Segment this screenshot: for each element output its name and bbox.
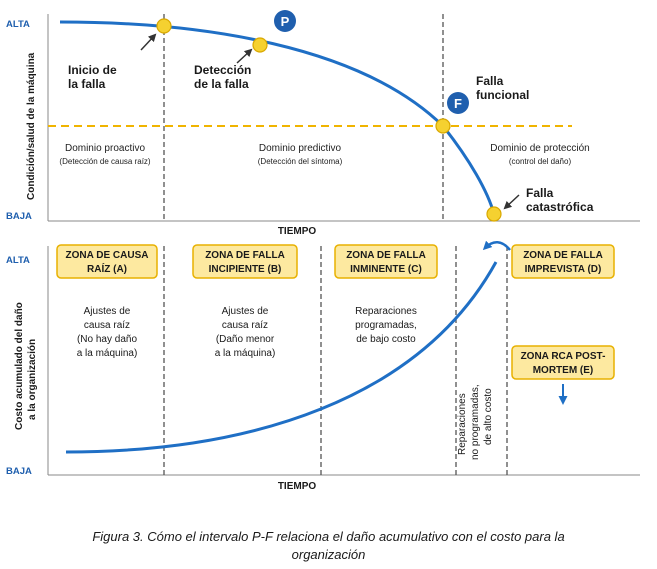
bottom-y-axis-title-2: a la organización bbox=[27, 339, 38, 420]
top-level-low: BAJA bbox=[6, 211, 32, 222]
marker-functional-failure bbox=[435, 118, 451, 134]
domain-proactive-title: Dominio proactivo bbox=[65, 143, 145, 154]
zone-a-label-1: ZONA DE CAUSA bbox=[66, 250, 149, 261]
bottom-panel: ALTA BAJA Costo acumulado del daño a la … bbox=[6, 240, 640, 492]
zone-a-desc-4: a la máquina) bbox=[77, 348, 138, 359]
arrow-detection bbox=[236, 48, 253, 64]
zone-d-label-1: ZONA DE FALLA bbox=[523, 250, 603, 261]
zone-a-description: Ajustes de causa raíz (No hay daño a la … bbox=[77, 306, 138, 359]
label-functional-failure-1: Falla bbox=[476, 74, 504, 88]
top-level-high: ALTA bbox=[6, 19, 30, 30]
caption-line-1: Figura 3. Cómo el intervalo P-F relacion… bbox=[92, 529, 565, 544]
bottom-level-high: ALTA bbox=[6, 255, 30, 266]
label-catastrophic-2: catastrófica bbox=[526, 200, 594, 214]
top-x-axis-title: TIEMPO bbox=[278, 226, 317, 237]
marker-catastrophic bbox=[486, 206, 502, 222]
cost-curve bbox=[65, 261, 498, 454]
zone-e-label-1: ZONA RCA POST- bbox=[521, 351, 606, 362]
zone-c-label-2: INMINENTE (C) bbox=[350, 264, 422, 275]
vertical-note-3: de alto costo bbox=[483, 388, 494, 445]
zone-a-label-2: RAÍZ (A) bbox=[87, 262, 127, 275]
zone-b-description: Ajustes de causa raíz (Daño menor a la m… bbox=[215, 306, 276, 359]
vertical-note-1: Reparaciones bbox=[457, 393, 468, 455]
label-functional-failure-2: funcional bbox=[476, 88, 529, 102]
domain-protection-subtitle: (control del daño) bbox=[509, 157, 572, 166]
transition-arrow bbox=[482, 240, 511, 251]
zone-b-label-2: INCIPIENTE (B) bbox=[209, 264, 282, 275]
zone-c-desc-1: Reparaciones bbox=[355, 306, 417, 317]
arrow-catastrophic bbox=[503, 194, 520, 210]
unscheduled-repairs-note: Reparaciones no programadas, de alto cos… bbox=[457, 384, 494, 460]
figure-caption: Figura 3. Cómo el intervalo P-F relacion… bbox=[0, 528, 657, 564]
top-y-axis-title: Condición/salud de la máquina bbox=[26, 52, 37, 200]
zone-c: ZONA DE FALLA INMINENTE (C) bbox=[334, 244, 438, 279]
domain-predictive-subtitle: (Detección del síntoma) bbox=[258, 157, 343, 166]
zone-c-desc-3: de bajo costo bbox=[356, 334, 416, 345]
arrow-failure-start bbox=[140, 33, 157, 51]
domain-predictive-title: Dominio predictivo bbox=[259, 143, 342, 154]
zone-c-desc-2: programadas, bbox=[355, 320, 417, 331]
bottom-level-low: BAJA bbox=[6, 466, 32, 477]
bottom-x-axis-title: TIEMPO bbox=[278, 481, 317, 492]
marker-failure-start bbox=[156, 18, 172, 34]
marker-detection bbox=[252, 37, 268, 53]
zone-a-desc-2: causa raíz bbox=[84, 320, 130, 331]
zone-b-label-1: ZONA DE FALLA bbox=[205, 250, 285, 261]
zone-b-desc-3: (Daño menor bbox=[216, 334, 275, 345]
pf-diagram: ALTA BAJA Condición/salud de la máquina … bbox=[6, 10, 640, 492]
label-detection-2: de la falla bbox=[194, 77, 249, 91]
zone-b-desc-2: causa raíz bbox=[222, 320, 268, 331]
vertical-note-2: no programadas, bbox=[470, 384, 481, 460]
zone-a-desc-1: Ajustes de bbox=[84, 306, 131, 317]
domain-proactive-subtitle: (Detección de causa raíz) bbox=[59, 157, 150, 166]
zone-c-label-1: ZONA DE FALLA bbox=[346, 250, 426, 261]
top-panel: ALTA BAJA Condición/salud de la máquina … bbox=[6, 10, 640, 237]
zone-b-desc-4: a la máquina) bbox=[215, 348, 276, 359]
label-catastrophic-1: Falla bbox=[526, 186, 554, 200]
zone-d-label-2: IMPREVISTA (D) bbox=[525, 264, 602, 275]
zone-e-label-2: MORTEM (E) bbox=[533, 365, 594, 376]
label-failure-start-2: la falla bbox=[68, 77, 106, 91]
bottom-y-axis-title-1: Costo acumulado del daño bbox=[14, 302, 25, 430]
zone-e: ZONA RCA POST- MORTEM (E) bbox=[511, 345, 615, 380]
label-failure-start-1: Inicio de bbox=[68, 63, 117, 77]
pf-curve bbox=[59, 20, 496, 215]
f-badge bbox=[447, 92, 469, 114]
zone-d: ZONA DE FALLA IMPREVISTA (D) bbox=[511, 244, 615, 279]
p-badge bbox=[274, 10, 296, 32]
zone-c-description: Reparaciones programadas, de bajo costo bbox=[355, 306, 417, 345]
zone-b: ZONA DE FALLA INCIPIENTE (B) bbox=[192, 244, 298, 279]
p-badge-label: P bbox=[281, 14, 290, 29]
label-detection-1: Detección bbox=[194, 63, 251, 77]
zone-b-desc-1: Ajustes de bbox=[222, 306, 269, 317]
caption-line-2: organización bbox=[291, 547, 366, 562]
f-badge-label: F bbox=[454, 96, 462, 111]
zone-a-desc-3: (No hay daño bbox=[77, 334, 137, 345]
domain-protection-title: Dominio de protección bbox=[490, 143, 590, 154]
zone-a: ZONA DE CAUSA RAÍZ (A) bbox=[56, 244, 158, 279]
